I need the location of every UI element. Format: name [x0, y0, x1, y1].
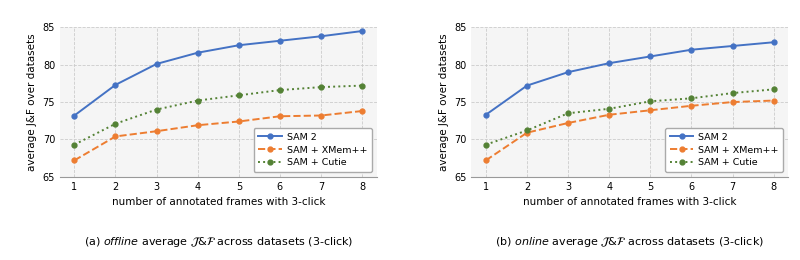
X-axis label: number of annotated frames with 3-click: number of annotated frames with 3-click [523, 197, 737, 207]
SAM 2 [316, 35, 326, 38]
SAM 2 [686, 48, 696, 51]
SAM 2 [234, 44, 244, 47]
SAM + XMem++ [275, 115, 285, 118]
SAM + XMem++ [234, 120, 244, 123]
SAM 2 [110, 83, 120, 86]
SAM + XMem++ [193, 124, 202, 127]
SAM + XMem++ [728, 100, 738, 103]
SAM 2 [481, 113, 490, 116]
SAM 2 [193, 51, 202, 54]
Line: SAM 2: SAM 2 [72, 29, 365, 118]
SAM + XMem++ [110, 135, 120, 138]
SAM 2 [358, 29, 367, 32]
SAM + XMem++ [481, 159, 490, 162]
SAM + Cutie [316, 86, 326, 89]
SAM + Cutie [563, 112, 573, 115]
SAM + Cutie [275, 88, 285, 92]
Line: SAM + XMem++: SAM + XMem++ [72, 109, 365, 163]
Y-axis label: average J&F over datasets: average J&F over datasets [27, 33, 37, 171]
SAM 2 [563, 70, 573, 74]
SAM + XMem++ [563, 121, 573, 125]
X-axis label: number of annotated frames with 3-click: number of annotated frames with 3-click [111, 197, 325, 207]
Legend: SAM 2, SAM + XMem++, SAM + Cutie: SAM 2, SAM + XMem++, SAM + Cutie [665, 128, 783, 172]
SAM + Cutie [70, 143, 79, 146]
SAM + Cutie [193, 99, 202, 102]
SAM 2 [604, 62, 614, 65]
SAM + XMem++ [686, 104, 696, 107]
Text: (a) $\it{offline}$ average $\mathcal{J}$&$\mathcal{F}$ across datasets (3-click): (a) $\it{offline}$ average $\mathcal{J}$… [83, 235, 353, 249]
SAM 2 [522, 84, 532, 87]
Line: SAM 2: SAM 2 [483, 40, 776, 117]
SAM 2 [70, 114, 79, 117]
SAM + Cutie [769, 88, 778, 91]
SAM + Cutie [481, 143, 490, 146]
Text: (b) $\it{online}$ average $\mathcal{J}$&$\mathcal{F}$ across datasets (3-click): (b) $\it{online}$ average $\mathcal{J}$&… [495, 235, 764, 249]
SAM 2 [728, 44, 738, 48]
SAM + XMem++ [769, 99, 778, 102]
SAM + XMem++ [316, 114, 326, 117]
SAM + Cutie [646, 100, 655, 103]
SAM + XMem++ [646, 109, 655, 112]
SAM + XMem++ [604, 113, 614, 116]
SAM 2 [152, 62, 162, 66]
Legend: SAM 2, SAM + XMem++, SAM + Cutie: SAM 2, SAM + XMem++, SAM + Cutie [254, 128, 372, 172]
SAM + XMem++ [152, 130, 162, 133]
SAM + XMem++ [70, 159, 79, 162]
SAM + Cutie [604, 107, 614, 110]
SAM + Cutie [728, 92, 738, 95]
SAM + Cutie [152, 108, 162, 111]
Line: SAM + Cutie: SAM + Cutie [72, 83, 365, 147]
SAM + XMem++ [522, 131, 532, 134]
SAM + Cutie [686, 97, 696, 100]
SAM 2 [769, 41, 778, 44]
SAM + Cutie [110, 122, 120, 125]
Line: SAM + Cutie: SAM + Cutie [483, 87, 776, 147]
Line: SAM + XMem++: SAM + XMem++ [483, 98, 776, 163]
Y-axis label: average J&F over datasets: average J&F over datasets [438, 33, 449, 171]
SAM 2 [646, 55, 655, 58]
SAM + Cutie [522, 129, 532, 132]
SAM + Cutie [358, 84, 367, 87]
SAM + XMem++ [358, 109, 367, 113]
SAM 2 [275, 39, 285, 42]
SAM + Cutie [234, 94, 244, 97]
